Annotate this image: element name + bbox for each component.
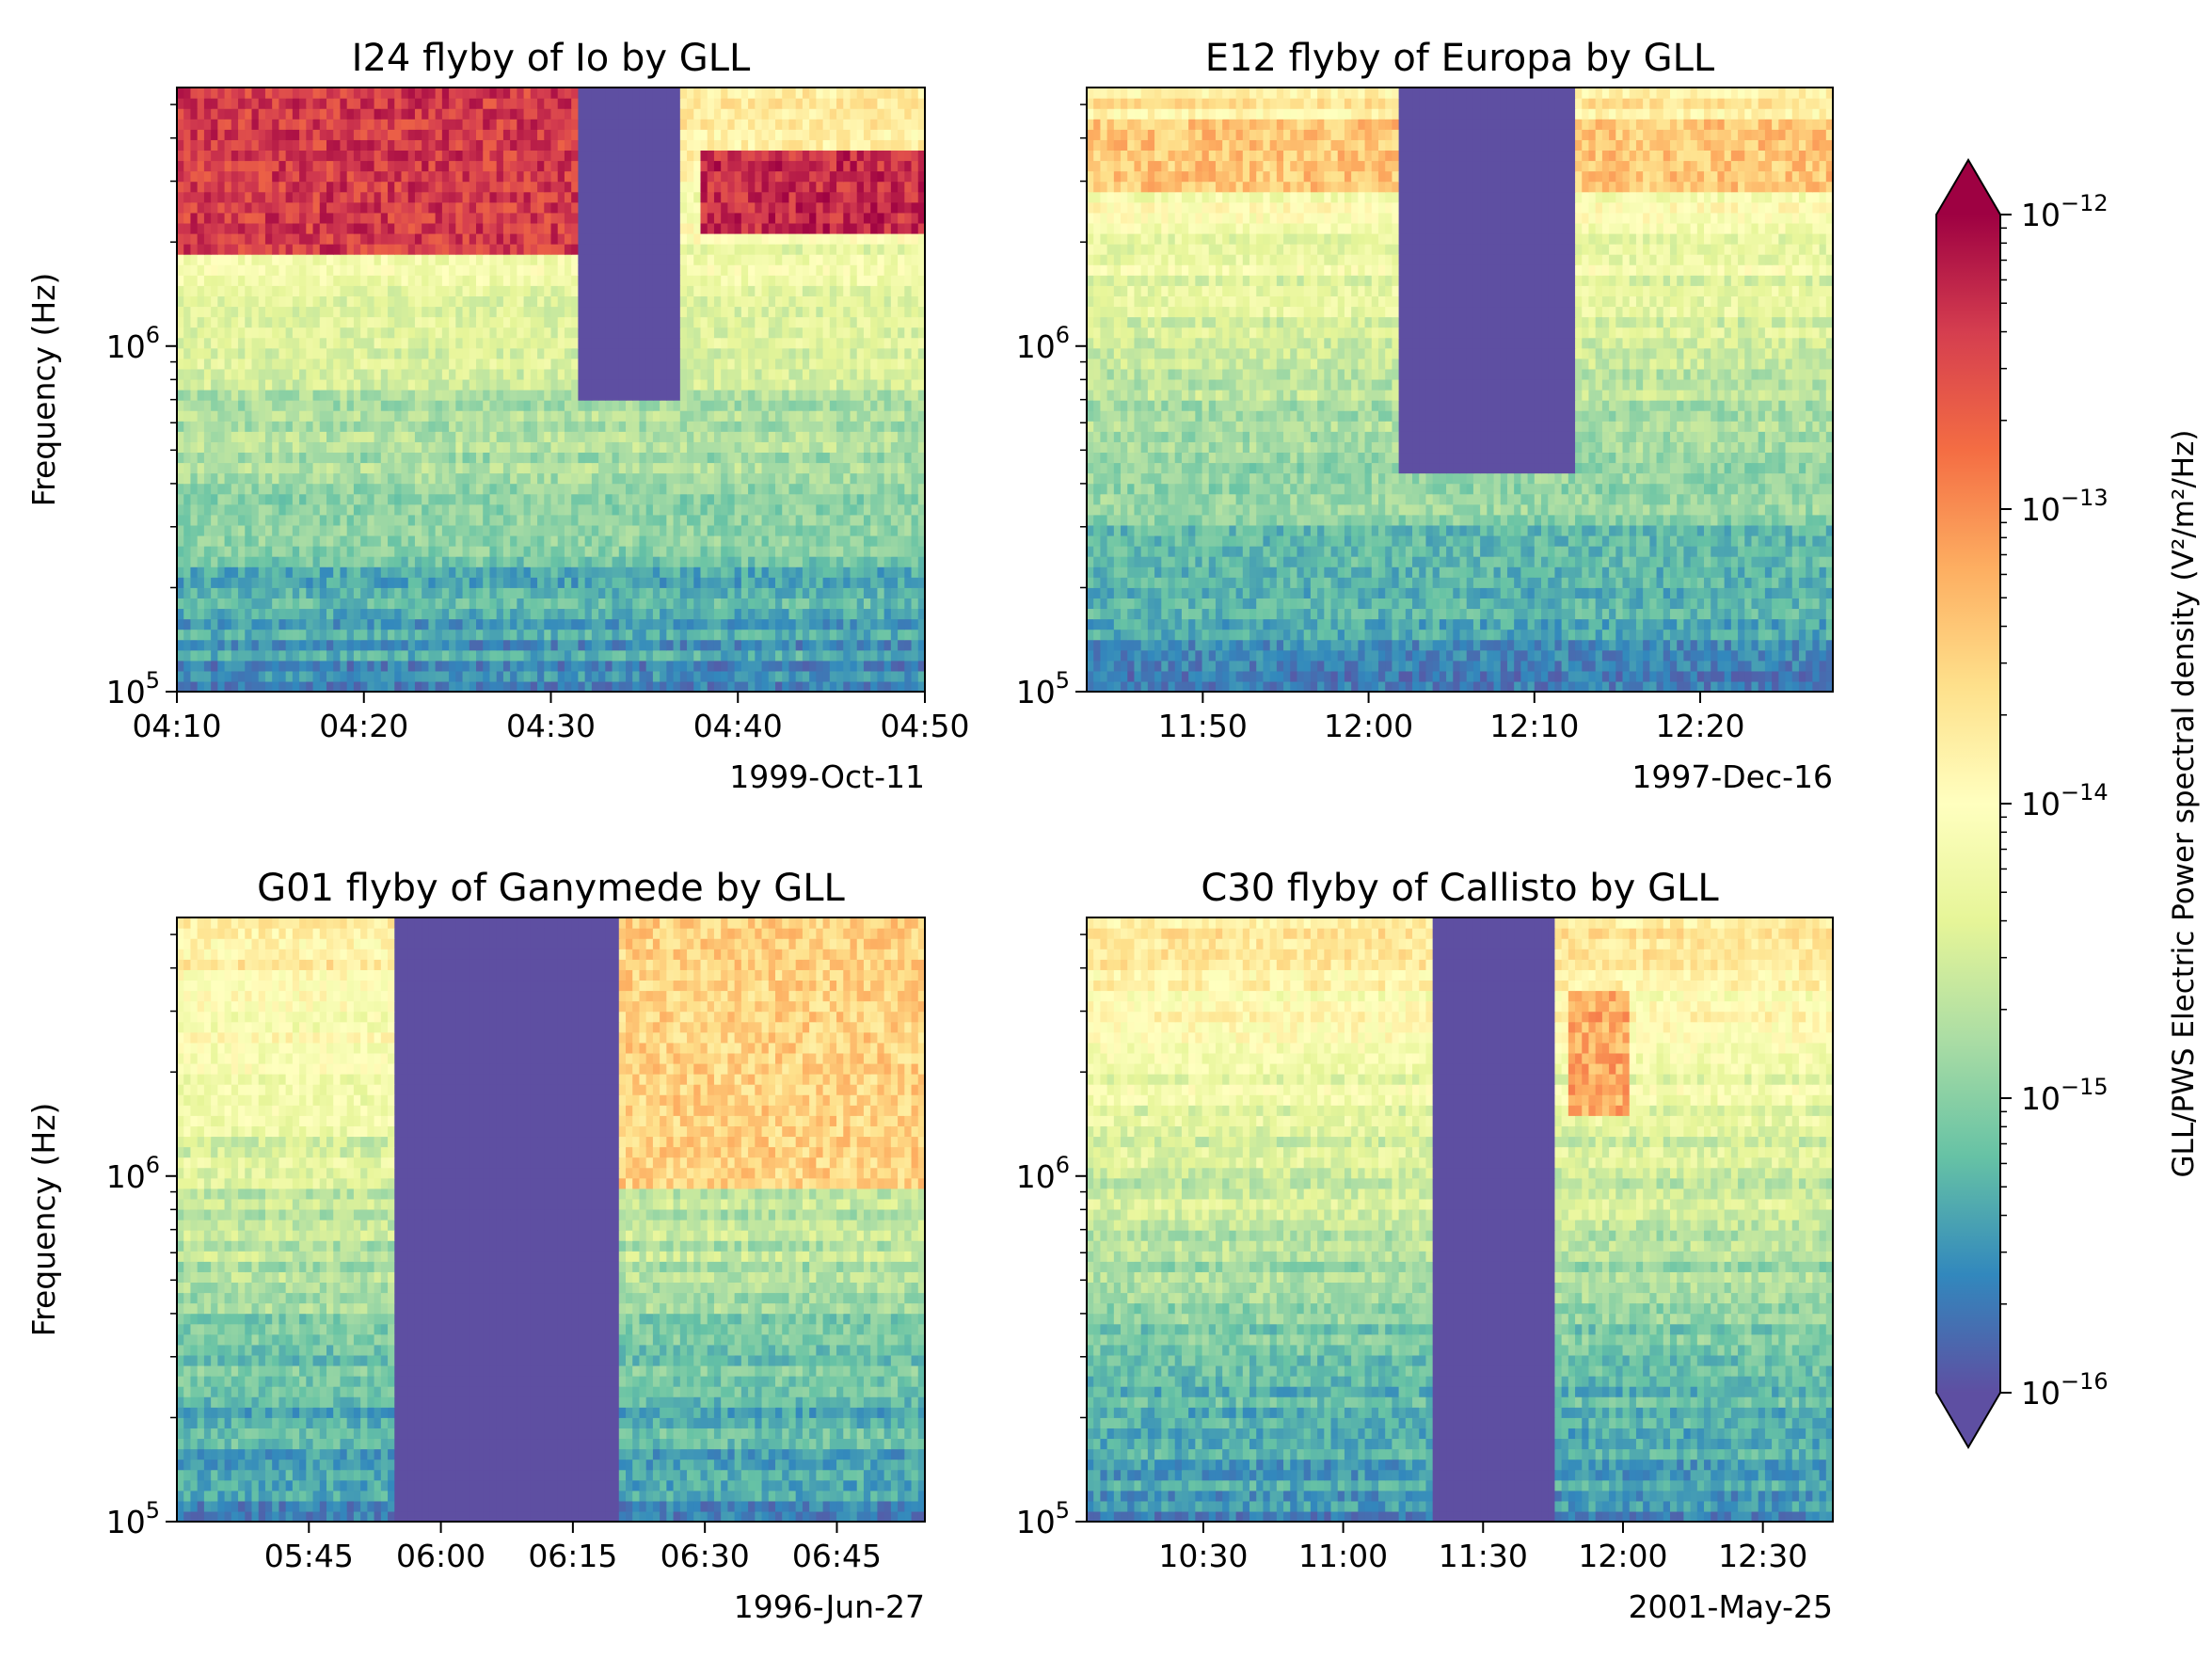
y-tick-label: 106 bbox=[106, 322, 160, 365]
y-tick-label: 105 bbox=[1016, 667, 1070, 710]
colorbar-gradient bbox=[1936, 215, 2000, 1393]
panels-group: I24 flyby of Io by GLL Frequency (Hz) 105 1… bbox=[25, 37, 1834, 1625]
x-tick-label: 10:30 bbox=[1158, 1538, 1248, 1574]
y-tick-label: 106 bbox=[1016, 322, 1070, 365]
date-label: 1997-Dec-16 bbox=[1631, 758, 1833, 795]
colorbar-tick-label: 10−13 bbox=[2021, 485, 2109, 528]
x-tick-label: 06:30 bbox=[660, 1538, 750, 1574]
x-tick-label: 06:00 bbox=[396, 1538, 485, 1574]
x-tick-label: 12:00 bbox=[1324, 708, 1413, 744]
panel-title: C30 flyby of Callisto by GLL bbox=[1201, 867, 1719, 910]
spectrogram bbox=[1087, 917, 1834, 1523]
spectrogram bbox=[1087, 88, 1834, 693]
spectrogram bbox=[177, 917, 926, 1523]
x-tick-label: 11:50 bbox=[1158, 708, 1248, 744]
colorbar-tick-label: 10−12 bbox=[2021, 190, 2109, 233]
x-tick-label: 05:45 bbox=[264, 1538, 354, 1574]
y-tick-label: 106 bbox=[106, 1152, 160, 1195]
x-tick-label: 11:30 bbox=[1439, 1538, 1528, 1574]
x-tick-label: 06:15 bbox=[528, 1538, 617, 1574]
panel-1: I24 flyby of Io by GLL Frequency (Hz) 105 1… bbox=[25, 37, 970, 795]
date-label: 2001-May-25 bbox=[1629, 1588, 1833, 1625]
y-tick-label: 105 bbox=[1016, 1497, 1070, 1540]
y-tick-label: 106 bbox=[1016, 1152, 1070, 1195]
x-tick-label: 11:00 bbox=[1298, 1538, 1388, 1574]
colorbar: 10−16 10−15 10−14 10−13 10−12 GLL/PWS Electri… bbox=[1936, 160, 2201, 1447]
x-tick-label: 12:00 bbox=[1578, 1538, 1667, 1574]
panel-title: E12 flyby of Europa by GLL bbox=[1205, 37, 1715, 80]
x-tick-label: 04:50 bbox=[880, 708, 969, 744]
y-tick-label: 105 bbox=[106, 667, 160, 710]
x-tick-label: 04:30 bbox=[506, 708, 596, 744]
panel-4: C30 flyby of Callisto by GLL 105 106 10:30 1… bbox=[1016, 867, 1834, 1625]
colorbar-extend-max bbox=[1936, 160, 2000, 215]
colorbar-extend-min bbox=[1936, 1393, 2000, 1447]
colorbar-label: GLL/PWS Electric Power spectral density … bbox=[2167, 430, 2201, 1178]
x-tick-label: 04:40 bbox=[693, 708, 783, 744]
x-tick-label: 04:20 bbox=[319, 708, 408, 744]
x-tick-label: 12:10 bbox=[1489, 708, 1579, 744]
x-tick-label: 04:10 bbox=[132, 708, 221, 744]
date-label: 1996-Jun-27 bbox=[734, 1588, 925, 1625]
colorbar-tick-label: 10−14 bbox=[2021, 779, 2109, 822]
spectrogram bbox=[177, 88, 926, 693]
colorbar-tick-label: 10−15 bbox=[2021, 1074, 2109, 1117]
panel-3: G01 flyby of Ganymede by GLL Frequency (H… bbox=[25, 867, 926, 1625]
panel-2: E12 flyby of Europa by GLL 105 106 11:50 12:… bbox=[1016, 37, 1834, 795]
y-tick-label: 105 bbox=[106, 1497, 160, 1540]
panel-title: G01 flyby of Ganymede by GLL bbox=[257, 867, 845, 910]
date-label: 1999-Oct-11 bbox=[729, 758, 925, 795]
y-axis-label: Frequency (Hz) bbox=[25, 273, 62, 507]
y-axis-label: Frequency (Hz) bbox=[25, 1103, 62, 1337]
x-tick-label: 12:30 bbox=[1718, 1538, 1807, 1574]
x-tick-label: 12:20 bbox=[1655, 708, 1744, 744]
panel-title: I24 flyby of Io by GLL bbox=[352, 37, 751, 80]
x-tick-label: 06:45 bbox=[792, 1538, 882, 1574]
colorbar-tick-label: 10−16 bbox=[2021, 1368, 2109, 1412]
